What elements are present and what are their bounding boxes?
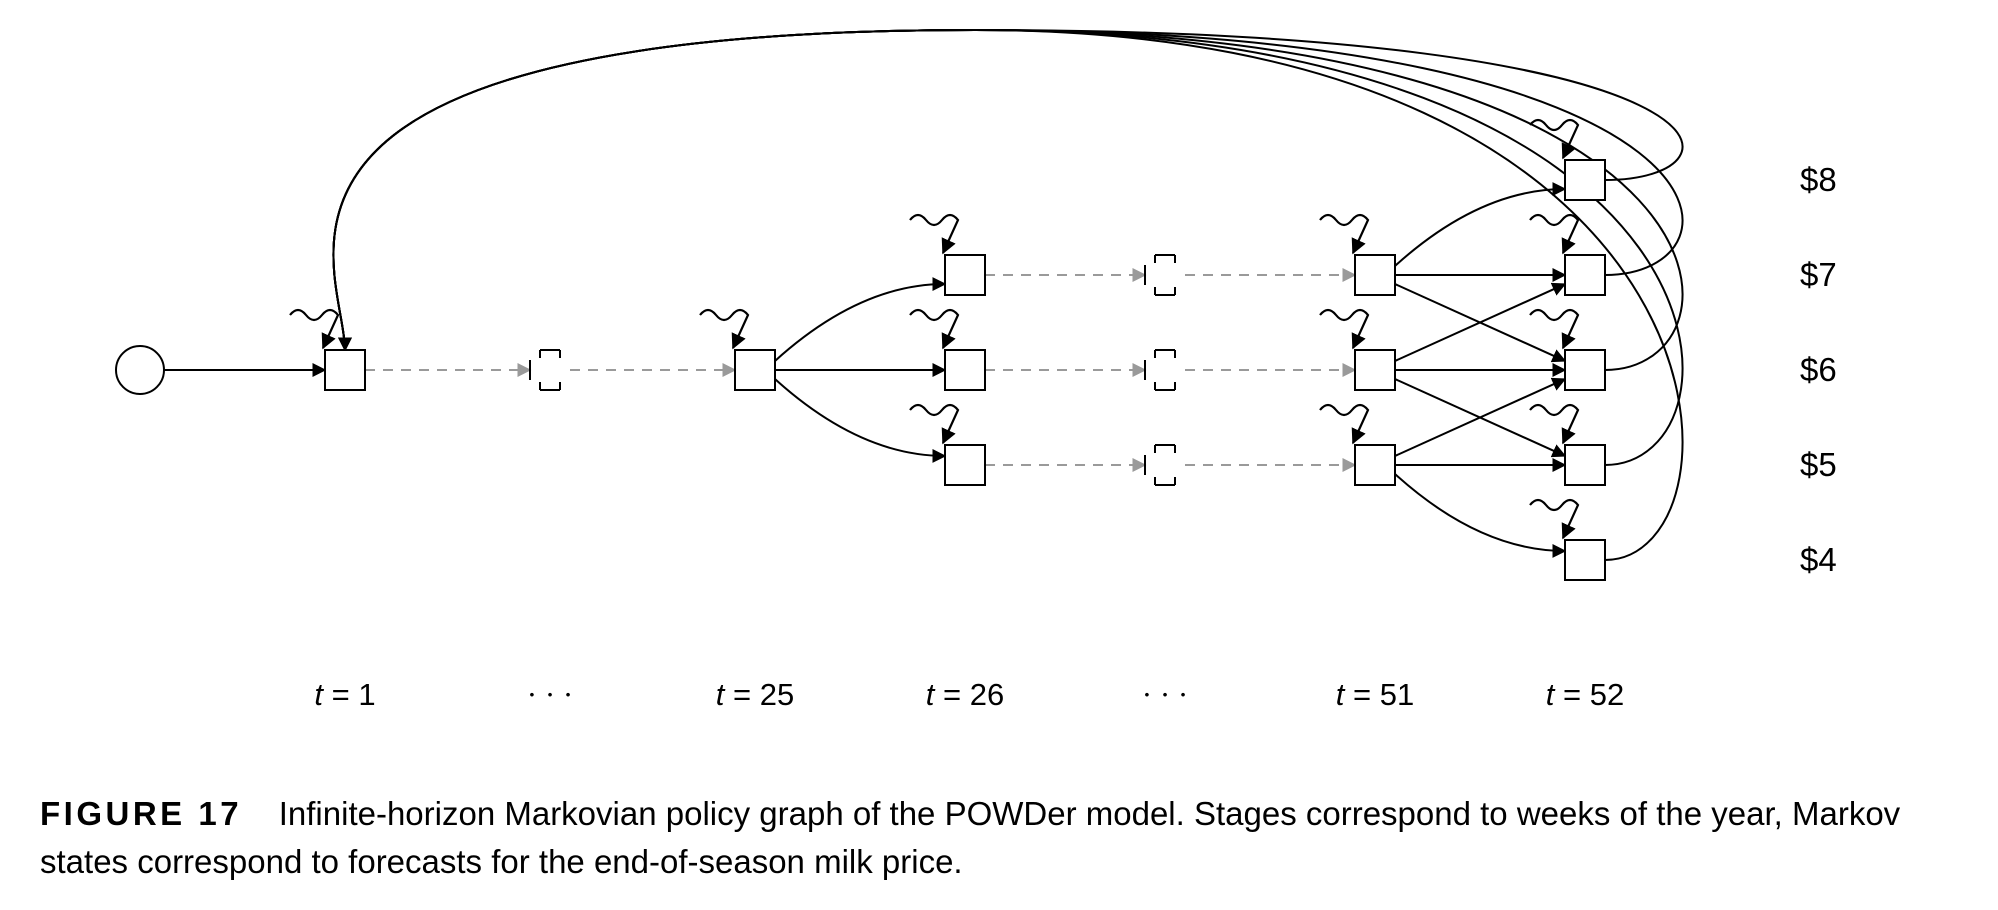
svg-text:· · ·: · · · — [1142, 677, 1188, 712]
svg-text:$6: $6 — [1800, 351, 1837, 388]
page-container: { "diagram": { "type": "network", "backg… — [0, 0, 1998, 910]
svg-text:$5: $5 — [1800, 446, 1837, 483]
svg-text:t = 1: t = 1 — [314, 677, 375, 712]
svg-text:t = 51: t = 51 — [1336, 677, 1414, 712]
figure-caption-text: Infinite-horizon Markovian policy graph … — [40, 795, 1900, 880]
svg-text:$8: $8 — [1800, 161, 1837, 198]
svg-text:$7: $7 — [1800, 256, 1837, 293]
figure-label: FIGURE 17 — [40, 795, 242, 832]
svg-text:$4: $4 — [1800, 541, 1837, 578]
svg-text:t = 52: t = 52 — [1546, 677, 1624, 712]
svg-text:· · ·: · · · — [527, 677, 573, 712]
svg-text:t = 26: t = 26 — [926, 677, 1004, 712]
figure-caption: FIGURE 17 Infinite-horizon Markovian pol… — [40, 790, 1960, 886]
svg-text:t = 25: t = 25 — [716, 677, 794, 712]
policy-graph-diagram: t = 1 · · · t = 25 t = 26 · · · t = 51 t = 52 $… — [0, 0, 1998, 780]
